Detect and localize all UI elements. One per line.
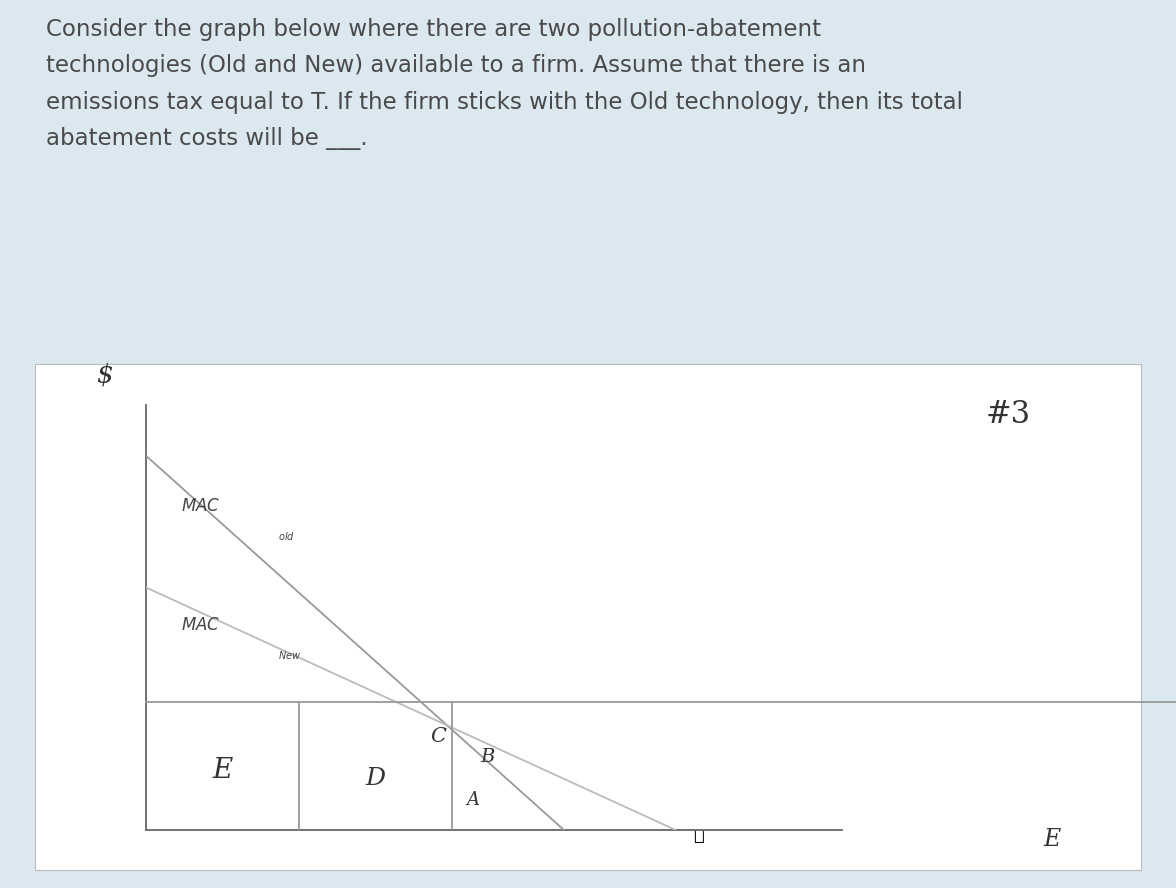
Text: E: E xyxy=(1043,829,1061,852)
Text: $MAC$: $MAC$ xyxy=(181,498,220,515)
Text: 🦉: 🦉 xyxy=(693,826,704,844)
Text: E: E xyxy=(213,757,233,784)
Text: A: A xyxy=(467,791,480,809)
Text: $MAC$: $MAC$ xyxy=(181,617,220,634)
Text: D: D xyxy=(366,767,386,790)
Text: $_{old}$: $_{old}$ xyxy=(279,529,295,543)
Text: B: B xyxy=(480,749,494,766)
Text: Consider the graph below where there are two pollution-abatement
technologies (O: Consider the graph below where there are… xyxy=(46,18,963,150)
Text: $_{New}$: $_{New}$ xyxy=(279,648,301,662)
Text: $: $ xyxy=(95,362,113,387)
Text: C: C xyxy=(430,726,447,746)
Text: #3: #3 xyxy=(985,400,1030,430)
